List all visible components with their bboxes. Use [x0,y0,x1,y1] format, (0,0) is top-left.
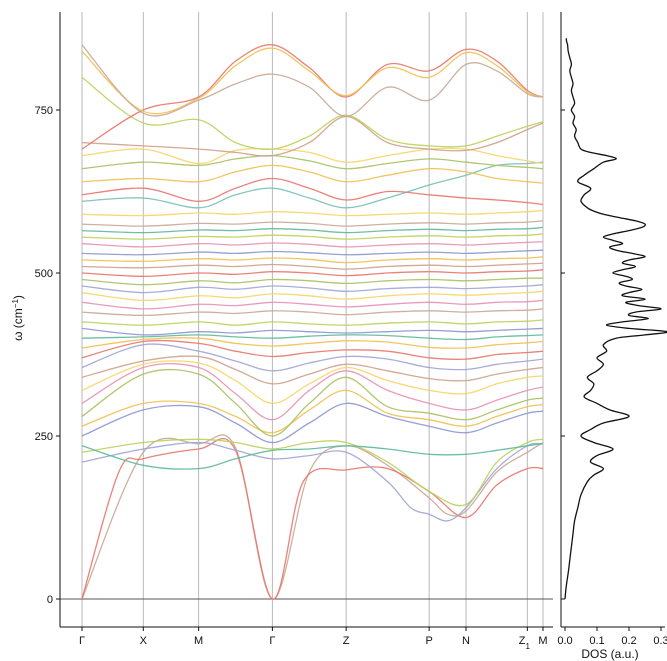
high-symmetry-label: X [140,635,148,647]
band-grid [60,12,553,627]
band-line-12 [81,343,544,372]
band-line-30 [81,220,544,227]
band-lines [81,44,544,600]
band-line-31 [81,209,544,217]
band-line-7 [81,389,544,434]
band-line-27 [81,241,544,248]
band-line-8 [81,368,544,437]
band-line-26 [81,249,544,256]
band-line-19 [81,299,544,310]
high-symmetry-label: M [538,635,547,647]
band-line-3 [81,441,544,522]
dos-curve [564,38,667,600]
band-line-24 [81,262,544,270]
band-line-2 [81,437,544,600]
dos-x-axis-title: DOS (a.u.) [581,647,638,661]
band-line-28 [81,233,544,240]
band-y-tick-label: 250 [35,431,53,443]
dos-x-tick-label: 0.3 [653,635,667,647]
band-line-11 [81,355,544,385]
band-line-39 [81,44,544,150]
band-line-41 [81,44,544,118]
band-y-tick-label: 0 [47,594,53,606]
band-line-25 [81,256,544,264]
high-symmetry-label: Z1 [519,635,531,651]
band-line-38 [81,76,544,150]
band-line-33 [81,177,544,206]
band-line-9 [81,363,544,421]
band-line-5 [81,443,544,470]
dos-x-tick-label: 0.0 [557,635,572,647]
dos-x-tick-label: 0.1 [589,635,604,647]
dos-x-ticks: 0.0 0.1 0.2 0.3 [557,627,667,647]
band-axes [59,12,553,628]
dos-panel: 0.0 0.1 0.2 0.3 DOS (a.u.) [557,12,667,661]
dos-axes [560,12,665,628]
band-y-tick-label: 750 [35,105,53,117]
high-symmetry-label: M [194,635,203,647]
band-line-18 [81,308,544,317]
band-line-16 [81,327,544,336]
band-line-40 [81,47,544,115]
band-x-ticks: Γ X M Γ Z P N Z1 M [79,627,548,651]
band-line-4 [81,438,544,507]
dos-x-tick-label: 0.2 [621,635,636,647]
band-y-ticks: 0 250 500 750 [35,105,60,606]
band-line-29 [81,226,544,234]
y-axis-title: ω (cm−1) [11,295,26,341]
band-line-6 [81,402,544,444]
band-line-14 [81,337,544,349]
high-symmetry-label: N [462,635,470,647]
band-line-10 [81,360,544,405]
high-symmetry-label: P [425,635,432,647]
high-symmetry-label: Γ [269,635,275,647]
band-line-20 [81,290,544,302]
band-line-36 [81,147,544,165]
high-symmetry-label: Z [343,635,350,647]
band-y-tick-label: 500 [35,268,53,280]
band-line-23 [81,269,544,277]
band-line-13 [81,339,544,360]
high-symmetry-label: Γ [79,635,85,647]
band-line-17 [81,319,544,326]
band-structure-panel: 0 250 500 750 Γ X M Γ Z P N Z1 M ω (cm−1) [11,12,553,651]
band-line-15 [81,334,544,341]
band-line-34 [81,164,544,184]
band-line-1 [81,434,544,600]
band-line-35 [81,154,544,170]
band-line-22 [81,277,544,286]
band-line-21 [81,284,544,294]
